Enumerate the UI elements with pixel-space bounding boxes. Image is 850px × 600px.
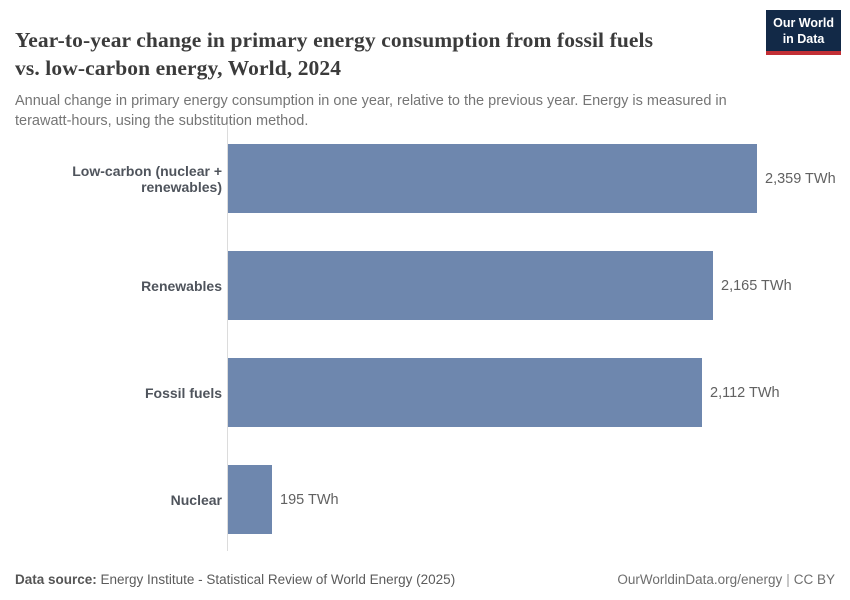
- owid-logo-line1: Our World: [773, 16, 834, 30]
- bar[interactable]: [228, 144, 757, 213]
- data-source-text: Energy Institute - Statistical Review of…: [96, 572, 456, 587]
- footer-attribution: OurWorldinData.org/energy | CC BY: [617, 572, 835, 587]
- chart-title: Year-to-year change in primary energy co…: [15, 28, 654, 81]
- data-source-label: Data source:: [15, 572, 97, 587]
- category-label: Fossil fuels: [144, 384, 222, 401]
- category-label: Nuclear: [170, 491, 222, 508]
- bar-row: Renewables 2,165 TWh: [0, 251, 850, 320]
- value-label: 195 TWh: [280, 491, 339, 508]
- bar-row: Nuclear 195 TWh: [0, 465, 850, 534]
- owid-url-link[interactable]: OurWorldinData.org/energy: [617, 572, 783, 587]
- y-axis-line: [227, 124, 228, 551]
- bar[interactable]: [228, 465, 272, 534]
- owid-logo-line2: in Data: [782, 31, 825, 46]
- value-label: 2,112 TWh: [710, 384, 780, 401]
- chart-footer: Data source: Energy Institute - Statisti…: [15, 572, 835, 587]
- bar-row: Fossil fuels 2,112 TWh: [0, 358, 850, 427]
- bar-row: Low-carbon (nuclear + renewables) 2,359 T…: [0, 144, 850, 213]
- value-label: 2,165 TWh: [721, 277, 792, 294]
- bar[interactable]: [228, 358, 702, 427]
- category-label: Low-carbon (nuclear + renewables): [72, 162, 222, 195]
- license-label: CC BY: [793, 572, 835, 587]
- category-label: Renewables: [141, 277, 222, 294]
- footer-separator: |: [786, 572, 790, 587]
- bar[interactable]: [228, 251, 713, 320]
- data-source-note: Data source: Energy Institute - Statisti…: [15, 572, 455, 587]
- value-label: 2,359 TWh: [765, 170, 836, 187]
- chart-subtitle: Annual change in primary energy consumpt…: [15, 92, 727, 129]
- owid-logo[interactable]: Our World in Data: [766, 10, 841, 56]
